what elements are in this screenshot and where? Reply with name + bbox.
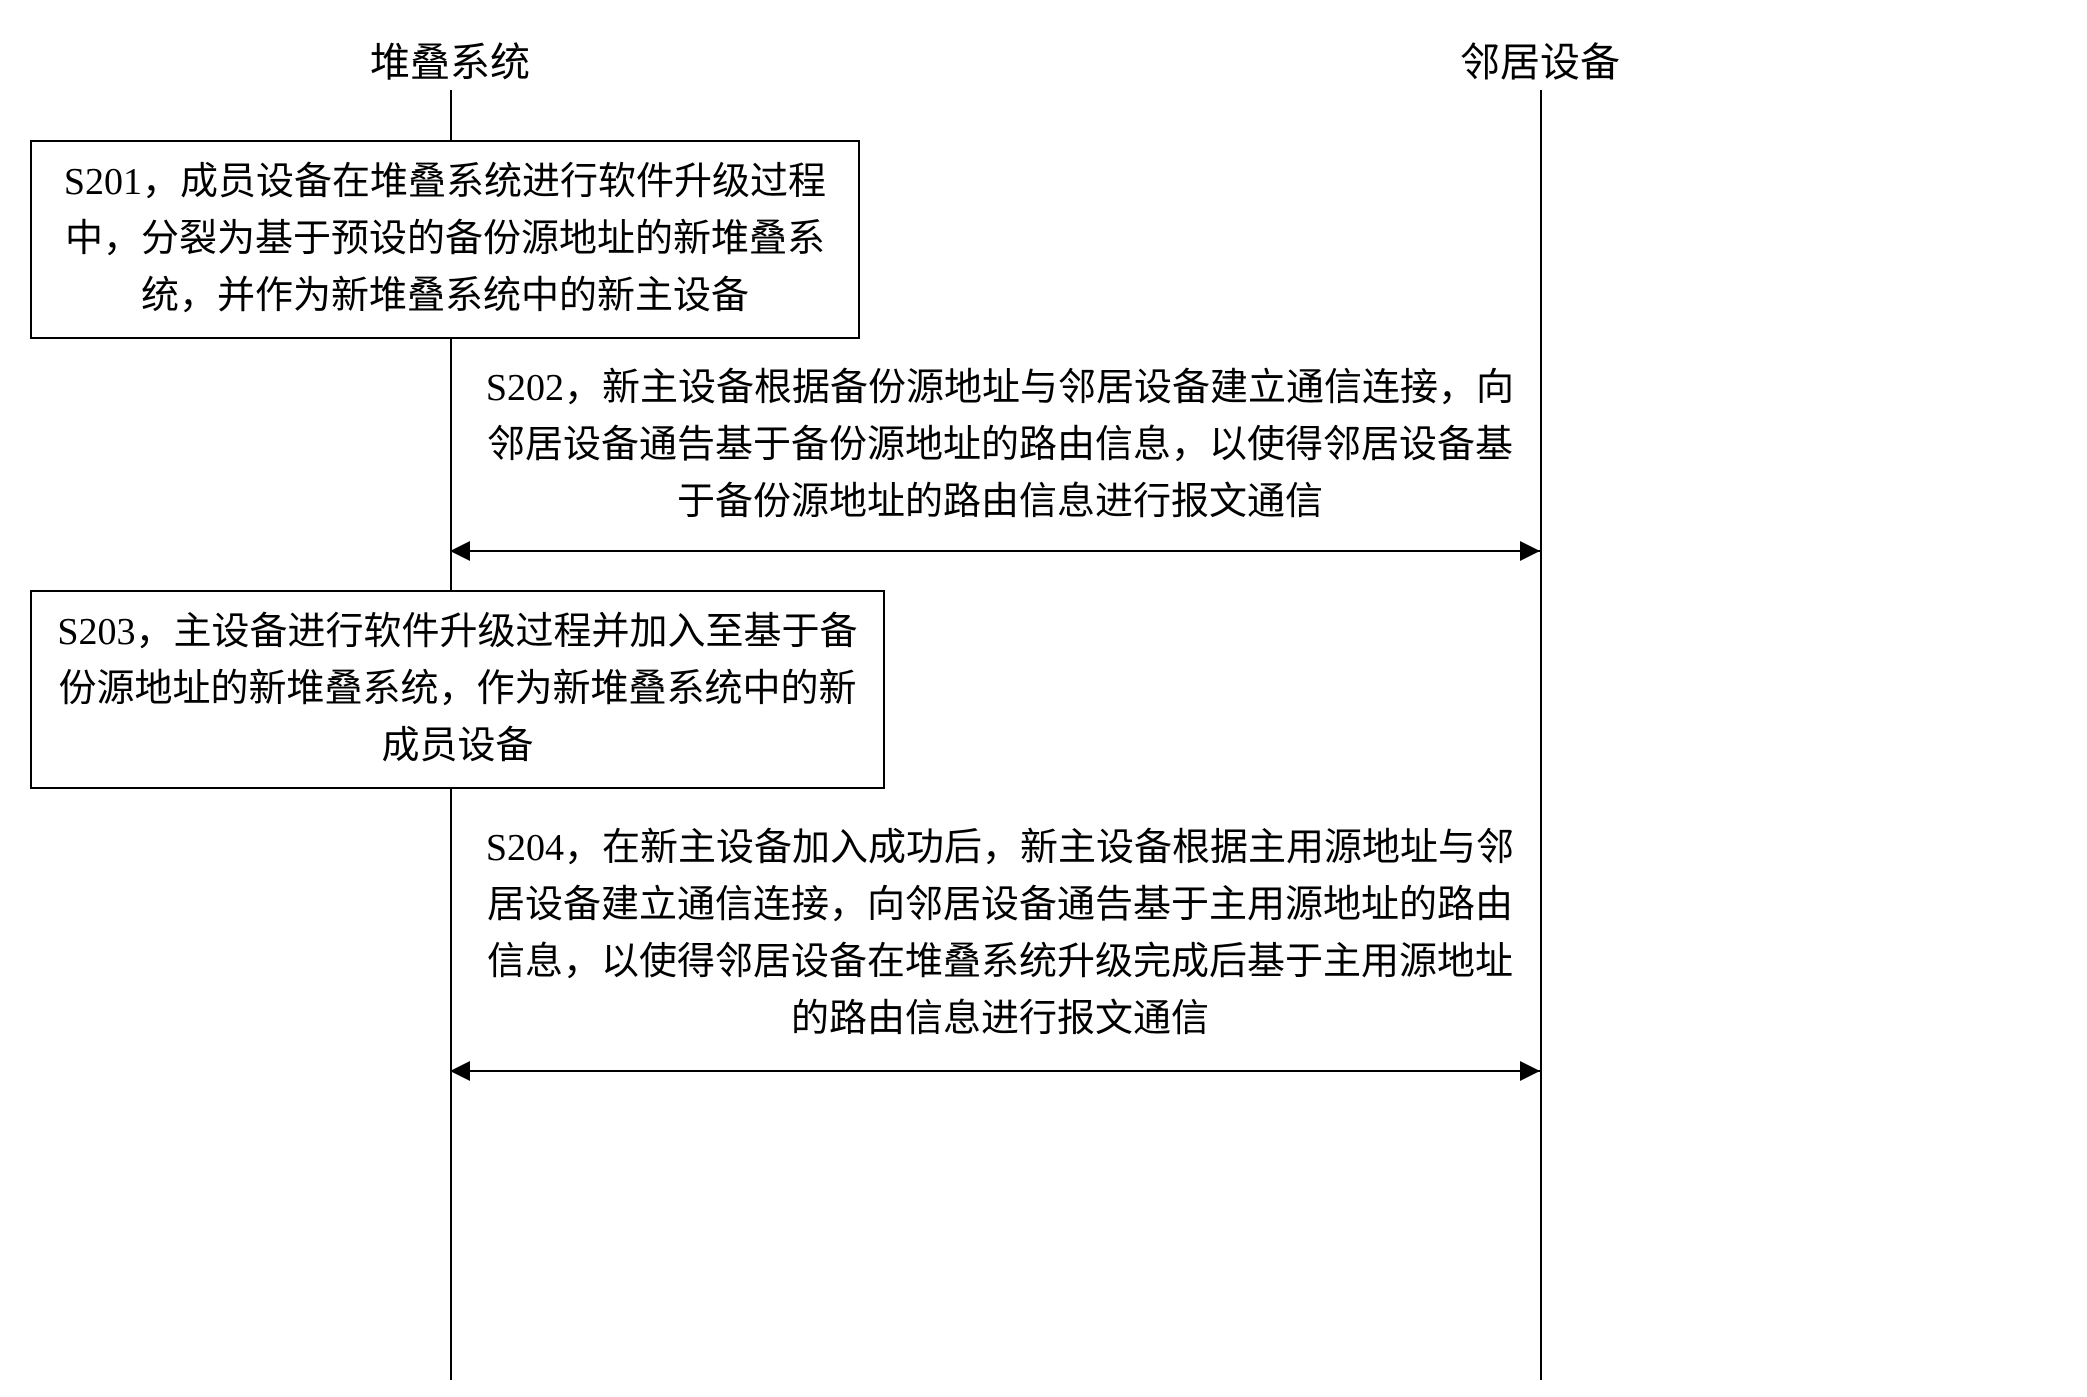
step-s201-line2: 中，分裂为基于预设的备份源地址的新堆叠系 <box>46 211 844 268</box>
step-s203-line1: S203，主设备进行软件升级过程并加入至基于备 <box>46 604 869 661</box>
step-s203-line3: 成员设备 <box>46 718 869 775</box>
step-s201-box: S201，成员设备在堆叠系统进行软件升级过程 中，分裂为基于预设的备份源地址的新… <box>30 140 860 339</box>
step-s202-line1: S202，新主设备根据备份源地址与邻居设备建立通信连接，向 <box>460 360 1540 417</box>
step-s201-line1: S201，成员设备在堆叠系统进行软件升级过程 <box>46 154 844 211</box>
arrow-s204-head-right <box>1520 1061 1540 1081</box>
step-s204-line3: 信息，以使得邻居设备在堆叠系统升级完成后基于主用源地址 <box>460 934 1540 991</box>
participant-left-label: 堆叠系统 <box>370 30 530 88</box>
arrow-s204-head-left <box>450 1061 470 1081</box>
step-s203-line2: 份源地址的新堆叠系统，作为新堆叠系统中的新 <box>46 661 869 718</box>
participant-right-label: 邻居设备 <box>1460 30 1620 88</box>
sequence-diagram: 堆叠系统 邻居设备 S201，成员设备在堆叠系统进行软件升级过程 中，分裂为基于… <box>20 20 2067 1377</box>
step-s204-line1: S204，在新主设备加入成功后，新主设备根据主用源地址与邻 <box>460 820 1540 877</box>
step-s202-text: S202，新主设备根据备份源地址与邻居设备建立通信连接，向 邻居设备通告基于备份… <box>460 360 1540 531</box>
step-s203-box: S203，主设备进行软件升级过程并加入至基于备 份源地址的新堆叠系统，作为新堆叠… <box>30 590 885 789</box>
step-s201-line3: 统，并作为新堆叠系统中的新主设备 <box>46 268 844 325</box>
step-s202-line2: 邻居设备通告基于备份源地址的路由信息，以使得邻居设备基 <box>460 417 1540 474</box>
arrow-s202-head-right <box>1520 541 1540 561</box>
step-s204-text: S204，在新主设备加入成功后，新主设备根据主用源地址与邻 居设备建立通信连接，… <box>460 820 1540 1048</box>
arrow-s202 <box>450 550 1540 552</box>
arrow-s202-head-left <box>450 541 470 561</box>
step-s204-line4: 的路由信息进行报文通信 <box>460 991 1540 1048</box>
lifeline-right <box>1540 90 1542 1380</box>
arrow-s204 <box>450 1070 1540 1072</box>
step-s202-line3: 于备份源地址的路由信息进行报文通信 <box>460 474 1540 531</box>
step-s204-line2: 居设备建立通信连接，向邻居设备通告基于主用源地址的路由 <box>460 877 1540 934</box>
